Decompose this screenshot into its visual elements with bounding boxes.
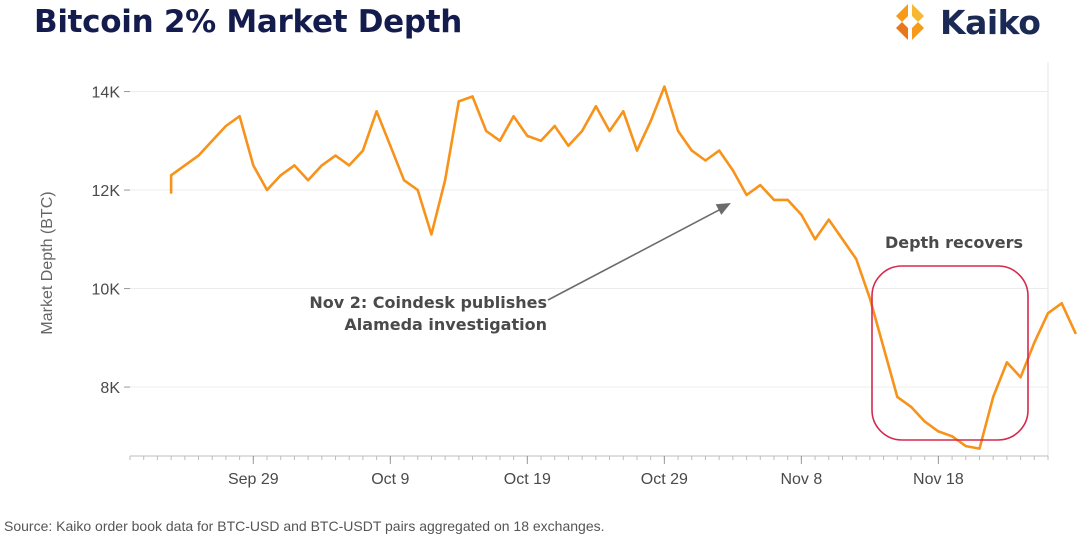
series-point — [183, 164, 186, 167]
series-point — [265, 188, 269, 192]
series-point — [663, 85, 666, 88]
series-point — [334, 154, 337, 157]
series-point — [704, 159, 707, 162]
series-point — [759, 183, 762, 187]
series-point — [649, 119, 652, 123]
series-point — [896, 395, 899, 399]
y-tick-label: 12K — [92, 183, 121, 200]
annotations: Nov 2: Coindesk publishes Alameda investi… — [309, 202, 1029, 441]
series-point — [676, 129, 680, 133]
series-layer — [169, 85, 1077, 450]
series-point — [992, 395, 995, 399]
annotation-arrow-head — [715, 202, 731, 215]
series-point — [718, 149, 721, 152]
kaiko-logo: Kaiko — [888, 0, 1041, 44]
series-point — [594, 105, 598, 108]
highlight-region — [871, 265, 1029, 441]
series-point — [498, 139, 502, 142]
chart-title: Bitcoin 2% Market Depth — [34, 4, 463, 40]
series-point — [1046, 312, 1050, 315]
y-axis-title: Market Depth (BTC) — [39, 191, 56, 334]
series-point — [526, 134, 529, 138]
series-point — [690, 149, 693, 152]
series-point — [635, 149, 639, 152]
series-point — [978, 447, 981, 450]
highlight-label: Depth recovers — [885, 233, 1023, 252]
series-point — [813, 238, 817, 241]
series-point — [868, 297, 872, 300]
series-point — [745, 193, 748, 197]
series-point — [1074, 331, 1077, 335]
series-point — [443, 179, 447, 182]
series-point — [608, 129, 611, 133]
series-point — [361, 149, 365, 152]
series-point — [485, 129, 488, 133]
series-point — [471, 95, 474, 98]
y-tick-label: 10K — [92, 282, 121, 299]
series-point — [841, 238, 844, 241]
series-point — [348, 164, 351, 167]
series-point — [1060, 302, 1063, 305]
series-point — [964, 444, 967, 448]
series-point — [389, 144, 392, 147]
series-point — [169, 174, 173, 177]
series-point — [306, 179, 310, 182]
series-point — [169, 191, 173, 194]
series-point — [772, 198, 776, 202]
series-point — [909, 405, 913, 408]
series-point — [937, 430, 940, 433]
axes: 8K 10K 12K 14K Sep 29 Oct 9 Oct 19 Oct 29 Nov 8 N… — [39, 85, 1049, 488]
series-point — [320, 164, 323, 167]
series-point — [430, 233, 433, 236]
series-point — [800, 213, 803, 216]
series-point — [580, 129, 584, 133]
series-point — [512, 115, 515, 118]
series-point — [224, 124, 228, 128]
series-point — [402, 179, 406, 182]
series-point — [923, 420, 926, 423]
series-point — [293, 164, 296, 167]
series-point — [279, 174, 282, 177]
series-point — [950, 435, 954, 438]
x-tick-label: Oct 9 — [371, 471, 409, 488]
series-point — [622, 110, 625, 113]
source-note: Source: Kaiko order book data for BTC-US… — [4, 518, 605, 534]
series-point — [567, 144, 570, 147]
annotation-text-line: Alameda investigation — [344, 315, 547, 334]
series-point — [211, 139, 214, 142]
x-tick-label: Oct 19 — [504, 471, 551, 488]
series-point — [197, 154, 200, 157]
x-tick-label: Oct 29 — [641, 471, 688, 488]
x-tick-label: Sep 29 — [228, 471, 279, 488]
series-point — [553, 124, 556, 128]
y-tick-label: 8K — [100, 380, 120, 397]
series-point — [731, 169, 735, 172]
series-point — [1005, 361, 1009, 364]
series-point — [539, 139, 543, 142]
series-point — [252, 164, 255, 167]
x-tick-label: Nov 8 — [780, 471, 822, 488]
series-point — [786, 198, 789, 202]
series-point — [238, 115, 241, 118]
kaiko-logo-icon — [896, 4, 924, 40]
series-point — [416, 188, 419, 192]
y-tick-label: 14K — [92, 85, 121, 102]
series-point — [882, 346, 885, 349]
kaiko-logo-text: Kaiko — [940, 2, 1041, 42]
x-tick-label: Nov 18 — [913, 471, 964, 488]
series-point — [827, 218, 830, 221]
annotation-text-line: Nov 2: Coindesk publishes — [309, 293, 547, 312]
series-point — [855, 257, 858, 261]
series-point — [457, 100, 460, 103]
series-line-0 — [169, 85, 1077, 450]
series-point — [375, 110, 378, 113]
series-point — [1019, 376, 1022, 379]
annotation-arrow-line — [547, 206, 726, 301]
series-point — [1033, 341, 1036, 344]
